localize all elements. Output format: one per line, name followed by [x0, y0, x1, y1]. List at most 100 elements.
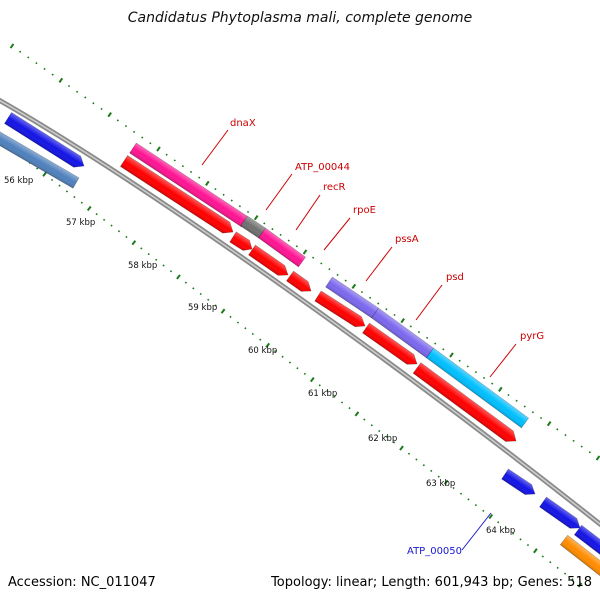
- gene-red-6[interactable]: [362, 322, 421, 369]
- tick-mark: [488, 513, 494, 520]
- tick-mark: [265, 342, 271, 348]
- gene-blue-2[interactable]: [501, 468, 539, 499]
- tick-mark: [251, 332, 254, 336]
- gene-label[interactable]: dnaX: [230, 118, 256, 129]
- tick-mark: [491, 382, 494, 385]
- tick-mark: [117, 230, 121, 233]
- tick-mark: [523, 405, 526, 408]
- tick-mark: [588, 451, 591, 454]
- tick-mark: [27, 56, 30, 59]
- outer-tick-ring: [9, 43, 600, 461]
- tick-mark: [42, 171, 47, 177]
- gene-recR[interactable]: [258, 227, 306, 268]
- tick-mark: [303, 372, 306, 376]
- gene-ATP_00050[interactable]: [539, 496, 584, 533]
- label-connector: [415, 284, 443, 321]
- tick-mark: [333, 395, 336, 398]
- tick-mark: [92, 102, 95, 105]
- gene-label[interactable]: pyrG: [520, 331, 544, 342]
- tick-mark: [58, 184, 61, 187]
- tick-mark: [192, 287, 195, 290]
- tick-mark: [107, 112, 112, 118]
- tick-mark: [511, 532, 515, 535]
- tick-mark: [220, 308, 226, 314]
- tick-mark: [443, 479, 449, 485]
- tick-mark: [571, 578, 574, 581]
- gene-red-5[interactable]: [314, 290, 368, 331]
- label-connector: [461, 512, 492, 551]
- tick-mark: [124, 124, 128, 128]
- tick-mark: [147, 252, 150, 256]
- tick-mark: [80, 201, 83, 204]
- tick-mark: [482, 376, 486, 380]
- tick-mark: [449, 352, 454, 358]
- gene-red-4[interactable]: [286, 270, 315, 296]
- tick-mark: [354, 411, 360, 417]
- tick-mark: [442, 348, 445, 351]
- tick-mark: [474, 371, 478, 374]
- tick-mark: [393, 313, 396, 317]
- gene-label-layer: dnaX ATP_00044 recR rpoE pssA psd pyrG ATP_0005…: [201, 118, 544, 557]
- gene-red-1[interactable]: [120, 155, 236, 238]
- tick-mark: [572, 439, 575, 442]
- tick-mark: [50, 178, 54, 182]
- tick-mark: [116, 119, 119, 122]
- gene-dnaX[interactable]: [129, 142, 249, 228]
- gene-label[interactable]: recR: [323, 182, 346, 193]
- gene-red-2[interactable]: [229, 231, 255, 254]
- gene-label[interactable]: ATP_00050: [407, 546, 462, 557]
- tick-mark: [274, 349, 277, 353]
- tick-mark: [132, 130, 136, 133]
- tick-mark: [564, 572, 567, 575]
- tick-mark: [198, 176, 201, 179]
- gene-blue-4[interactable]: [573, 524, 600, 562]
- gene-label[interactable]: rpoE: [353, 205, 376, 216]
- tick-mark: [326, 389, 329, 393]
- tick-mark: [155, 258, 158, 261]
- tick-mark: [515, 399, 518, 402]
- tick-mark: [263, 222, 266, 225]
- gene-red-7[interactable]: [412, 362, 520, 446]
- tick-mark: [205, 180, 210, 186]
- tick-mark: [546, 421, 552, 427]
- tick-mark: [370, 424, 373, 427]
- tick-mark: [238, 205, 242, 208]
- tick-mark: [422, 464, 425, 467]
- tick-mark: [141, 136, 144, 139]
- tick-mark: [95, 213, 98, 216]
- gene-label[interactable]: pssA: [395, 234, 419, 245]
- tick-mark: [504, 526, 507, 530]
- tick-mark: [236, 321, 240, 324]
- tick-mark: [244, 327, 247, 330]
- tick-mark: [162, 264, 165, 267]
- tick-mark: [595, 455, 600, 461]
- tick-mark: [437, 475, 440, 478]
- tick-mark: [498, 386, 503, 392]
- tick-mark: [385, 435, 388, 438]
- tick-mark: [84, 96, 87, 99]
- gene-features: [0, 112, 600, 578]
- tick-mark: [430, 469, 433, 473]
- tick-mark: [434, 342, 437, 345]
- gene-orange-1[interactable]: [559, 534, 600, 578]
- gene-blue-1[interactable]: [4, 112, 88, 172]
- tick-mark: [36, 167, 39, 170]
- tick-mark: [184, 281, 188, 284]
- tick-mark: [385, 308, 388, 311]
- tick-mark: [9, 43, 15, 49]
- label-connector: [201, 129, 229, 166]
- tick-mark: [67, 84, 71, 88]
- tick-mark: [125, 235, 128, 239]
- tick-mark: [519, 538, 522, 541]
- tick-mark: [482, 509, 485, 512]
- gene-label[interactable]: psd: [446, 272, 464, 283]
- scale-label: 60 kbp: [248, 346, 277, 356]
- gene-pyrG[interactable]: [426, 347, 529, 429]
- gene-label[interactable]: ATP_00044: [295, 162, 350, 173]
- gene-red-3[interactable]: [248, 244, 292, 280]
- gene-steelblue-1[interactable]: [0, 127, 80, 189]
- label-connector: [489, 343, 517, 378]
- tick-mark: [392, 441, 396, 444]
- tick-mark: [140, 247, 143, 250]
